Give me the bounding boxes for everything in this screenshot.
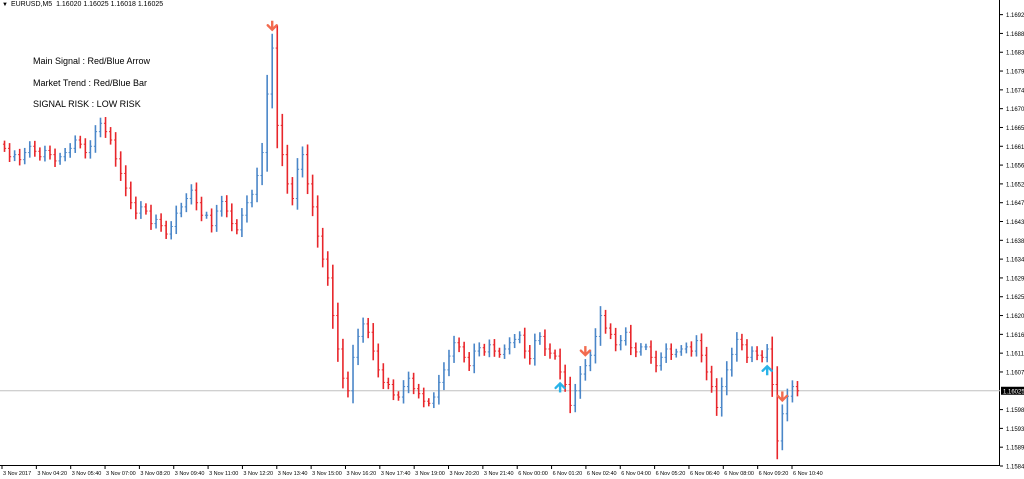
y-axis-tick-label: 1.16160 [1006,333,1024,339]
symbol-label: EURUSD,M5 [10,1,53,8]
y-axis-tick-label: 1.16700 [1006,107,1024,113]
y-axis-tick-label: 1.15890 [1006,446,1024,452]
x-axis-tick-label: 3 Nov 16:20 [346,471,376,477]
x-axis-tick-label: 6 Nov 10:40 [793,471,823,477]
sell-signal-arrow-icon [579,346,592,357]
y-axis-tick-label: 1.16520 [1006,182,1024,188]
y-axis-tick-label: 1.16925 [1006,13,1024,19]
buy-signal-arrow-icon [554,381,566,393]
x-axis-tick-label: 6 Nov 05:20 [656,471,686,477]
ohlc-readout: 1.16020 1.16025 1.16018 1.16025 [56,1,164,8]
chart-area[interactable]: ▼ EURUSD,M5 1.16020 1.16025 1.16018 1.160… [0,0,1000,466]
x-axis-tick-label: 3 Nov 04:20 [37,471,67,477]
x-axis-tick-label: 6 Nov 09:20 [759,471,789,477]
y-axis-tick-label: 1.16790 [1006,70,1024,76]
x-axis-tick-label: 6 Nov 01:20 [553,471,583,477]
current-price-label: 1.16025 [1003,389,1024,395]
y-axis-tick-label: 1.16115 [1006,352,1024,358]
x-axis-tick-label: 6 Nov 04:00 [621,471,651,477]
y-axis-tick-label: 1.16835 [1006,51,1024,57]
x-axis-tick-label: 3 Nov 21:40 [484,471,514,477]
y-axis-tick-label: 1.16745 [1006,88,1024,94]
x-axis-tick-label: 3 Nov 15:00 [312,471,342,477]
y-axis-tick-label: 1.16475 [1006,201,1024,207]
y-axis-tick-label: 1.16880 [1006,32,1024,38]
y-axis-tick-label: 1.16430 [1006,220,1024,226]
y-axis-tick-label: 1.16655 [1006,126,1024,132]
y-axis-tick-label: 1.16565 [1006,164,1024,170]
annotation-signal-risk: SIGNAL RISK : LOW RISK [33,99,141,109]
x-axis-tick-label: 3 Nov 2017 [3,471,31,477]
sell-signal-arrow-icon [266,20,278,32]
x-axis-tick-label: 3 Nov 19:00 [415,471,445,477]
annotation-main-signal: Main Signal : Red/Blue Arrow [33,56,151,66]
x-axis-tick-label: 3 Nov 13:40 [278,471,308,477]
y-axis-tick-label: 1.16205 [1006,314,1024,320]
x-axis-tick-label: 6 Nov 08:00 [724,471,754,477]
x-axis-tick-label: 6 Nov 06:40 [690,471,720,477]
x-axis-tick-label: 6 Nov 02:40 [587,471,617,477]
y-axis-tick-label: 1.15935 [1006,427,1024,433]
x-axis-tick-label: 3 Nov 12:20 [243,471,273,477]
x-axis-tick-label: 3 Nov 11:00 [209,471,238,477]
y-axis-tick-label: 1.16070 [1006,370,1024,376]
sell-signal-arrow-icon [776,391,789,403]
x-axis-tick-label: 3 Nov 08:20 [140,471,170,477]
y-axis-tick-label: 1.16340 [1006,258,1024,264]
y-axis-tick-label: 1.15980 [1006,408,1024,414]
y-axis-tick-label: 1.16250 [1006,295,1024,301]
y-axis-tick-label: 1.16295 [1006,276,1024,282]
symbol-dropdown-icon[interactable]: ▼ [2,2,8,8]
x-axis-tick-label: 3 Nov 07:00 [106,471,136,477]
y-axis-tick-label: 1.16610 [1006,145,1024,151]
y-axis-tick-label: 1.15845 [1006,465,1024,471]
x-axis-tick-label: 6 Nov 00:00 [518,471,548,477]
current-price-box [1001,386,1024,395]
y-axis-tick-label: 1.16385 [1006,239,1024,245]
x-axis-tick-label: 3 Nov 05:40 [72,471,102,477]
buy-signal-arrow-icon [761,364,773,376]
x-axis-tick-label: 3 Nov 20:20 [450,471,480,477]
x-axis-tick-label: 3 Nov 09:40 [175,471,205,477]
x-axis-tick-label: 3 Nov 17:40 [381,471,411,477]
symbol-header: ▼ EURUSD,M5 1.16020 1.16025 1.16018 1.160… [2,1,163,8]
annotation-market-trend: Market Trend : Red/Blue Bar [33,78,148,88]
